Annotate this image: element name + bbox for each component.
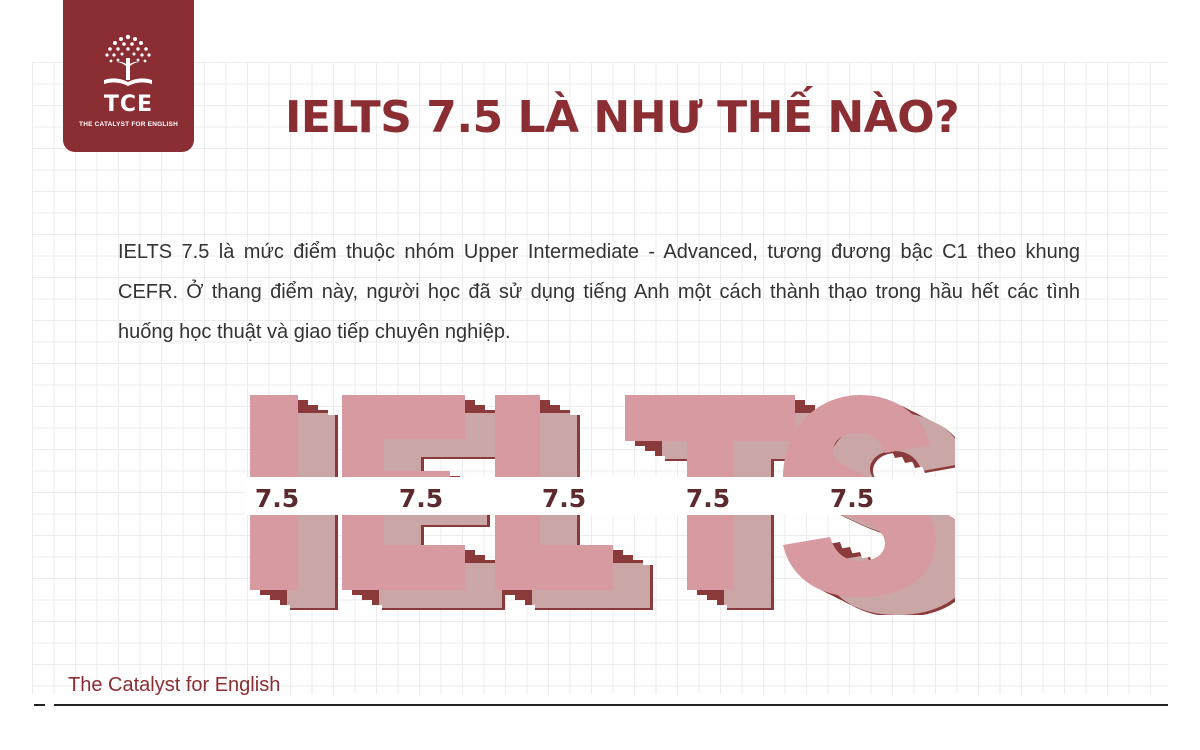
band-label-4: 7.5: [686, 484, 730, 513]
band-label-2: 7.5: [399, 484, 443, 513]
footer-divider: [54, 704, 1168, 706]
band-strip: [245, 477, 955, 515]
footer-brand: The Catalyst for English: [68, 674, 281, 696]
tree-book-icon: [104, 34, 152, 86]
logo-abbreviation: TCE: [103, 92, 154, 117]
grid-background: [32, 62, 1168, 694]
logo-tagline: THE CATALYST FOR ENGLISH: [79, 121, 178, 128]
page-title: IELTS 7.5 LÀ NHƯ THẾ NÀO?: [285, 92, 960, 143]
intro-paragraph: IELTS 7.5 là mức điểm thuộc nhóm Upper I…: [118, 241, 1080, 343]
ielts-graphic: 7.5 7.5 7.5 7.5 7.5: [245, 395, 955, 615]
band-label-3: 7.5: [542, 484, 586, 513]
band-label-5: 7.5: [830, 484, 874, 513]
band-label-1: 7.5: [255, 484, 299, 513]
logo: TCE THE CATALYST FOR ENGLISH: [63, 0, 194, 152]
footer-dash: [34, 704, 45, 706]
